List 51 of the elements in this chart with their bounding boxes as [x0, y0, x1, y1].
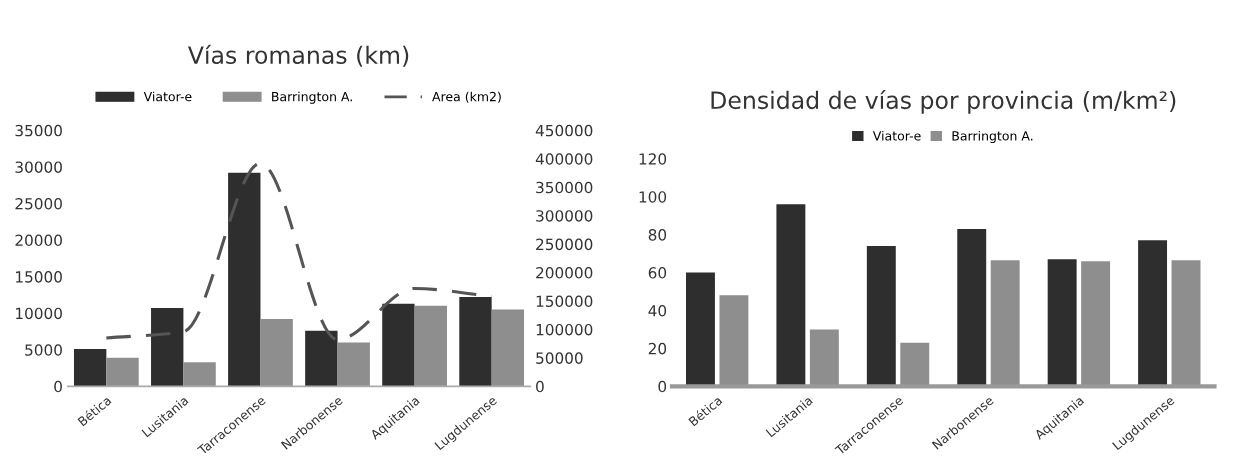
legend-label: Barrington A.: [272, 91, 352, 104]
bar: [1138, 240, 1168, 387]
y-tick-label: 5000: [25, 344, 62, 356]
y-tick-label: 35000: [15, 124, 62, 137]
bar: [337, 342, 370, 387]
chart-title: Vías romanas (km): [187, 44, 409, 67]
bar: [459, 297, 492, 387]
bar: [382, 303, 415, 387]
bar: [106, 357, 139, 387]
y-tick-label: 60: [648, 267, 667, 279]
y2-tick-label: 450000: [535, 124, 593, 137]
y2-tick-label: 0: [536, 380, 544, 393]
y2-tick-label: 100000: [536, 323, 593, 336]
bar: [957, 228, 987, 387]
bar: [414, 305, 447, 387]
y2-tick-label: 400000: [535, 153, 593, 165]
y-tick-label: 100: [639, 191, 667, 203]
bar: [686, 272, 715, 387]
bar: [776, 204, 806, 387]
y-tick-label: 10000: [16, 307, 62, 320]
chart-title: Densidad de vías por provincia (m/km²): [711, 89, 1176, 114]
legend-label: Viator-e: [872, 130, 921, 141]
y2-tick-label: 350000: [536, 181, 593, 194]
bar: [866, 246, 896, 387]
line-series: [104, 161, 494, 342]
y-tick-label: 0: [658, 380, 667, 393]
bar: [183, 362, 216, 387]
y2-tick-label: 300000: [536, 210, 593, 222]
legend-label: Viator-e: [143, 91, 192, 102]
bar: [260, 319, 293, 387]
y2-tick-label: 150000: [536, 295, 593, 308]
legend-label: Barrington A.: [952, 130, 1033, 143]
bar: [491, 309, 525, 387]
y-tick-label: 40: [648, 304, 667, 317]
y2-tick-label: 50000: [536, 352, 583, 364]
y-tick-label: 15000: [16, 271, 62, 283]
y-tick-label: 25000: [15, 197, 62, 210]
y-tick-label: 30000: [15, 161, 62, 173]
bar: [73, 349, 107, 387]
bar: [151, 308, 184, 387]
bar: [305, 330, 338, 387]
legend-label: Area (km2): [432, 91, 501, 103]
y-tick-label: 20: [648, 342, 667, 355]
y-tick-label: 120: [639, 153, 667, 165]
y2-tick-label: 200000: [536, 267, 593, 279]
y-tick-label: 0: [54, 380, 62, 393]
y2-tick-label: 250000: [536, 238, 593, 251]
y-tick-label: 20000: [15, 234, 62, 247]
bar: [228, 172, 261, 387]
y-tick-label: 80: [648, 229, 667, 241]
bar: [1047, 259, 1077, 387]
